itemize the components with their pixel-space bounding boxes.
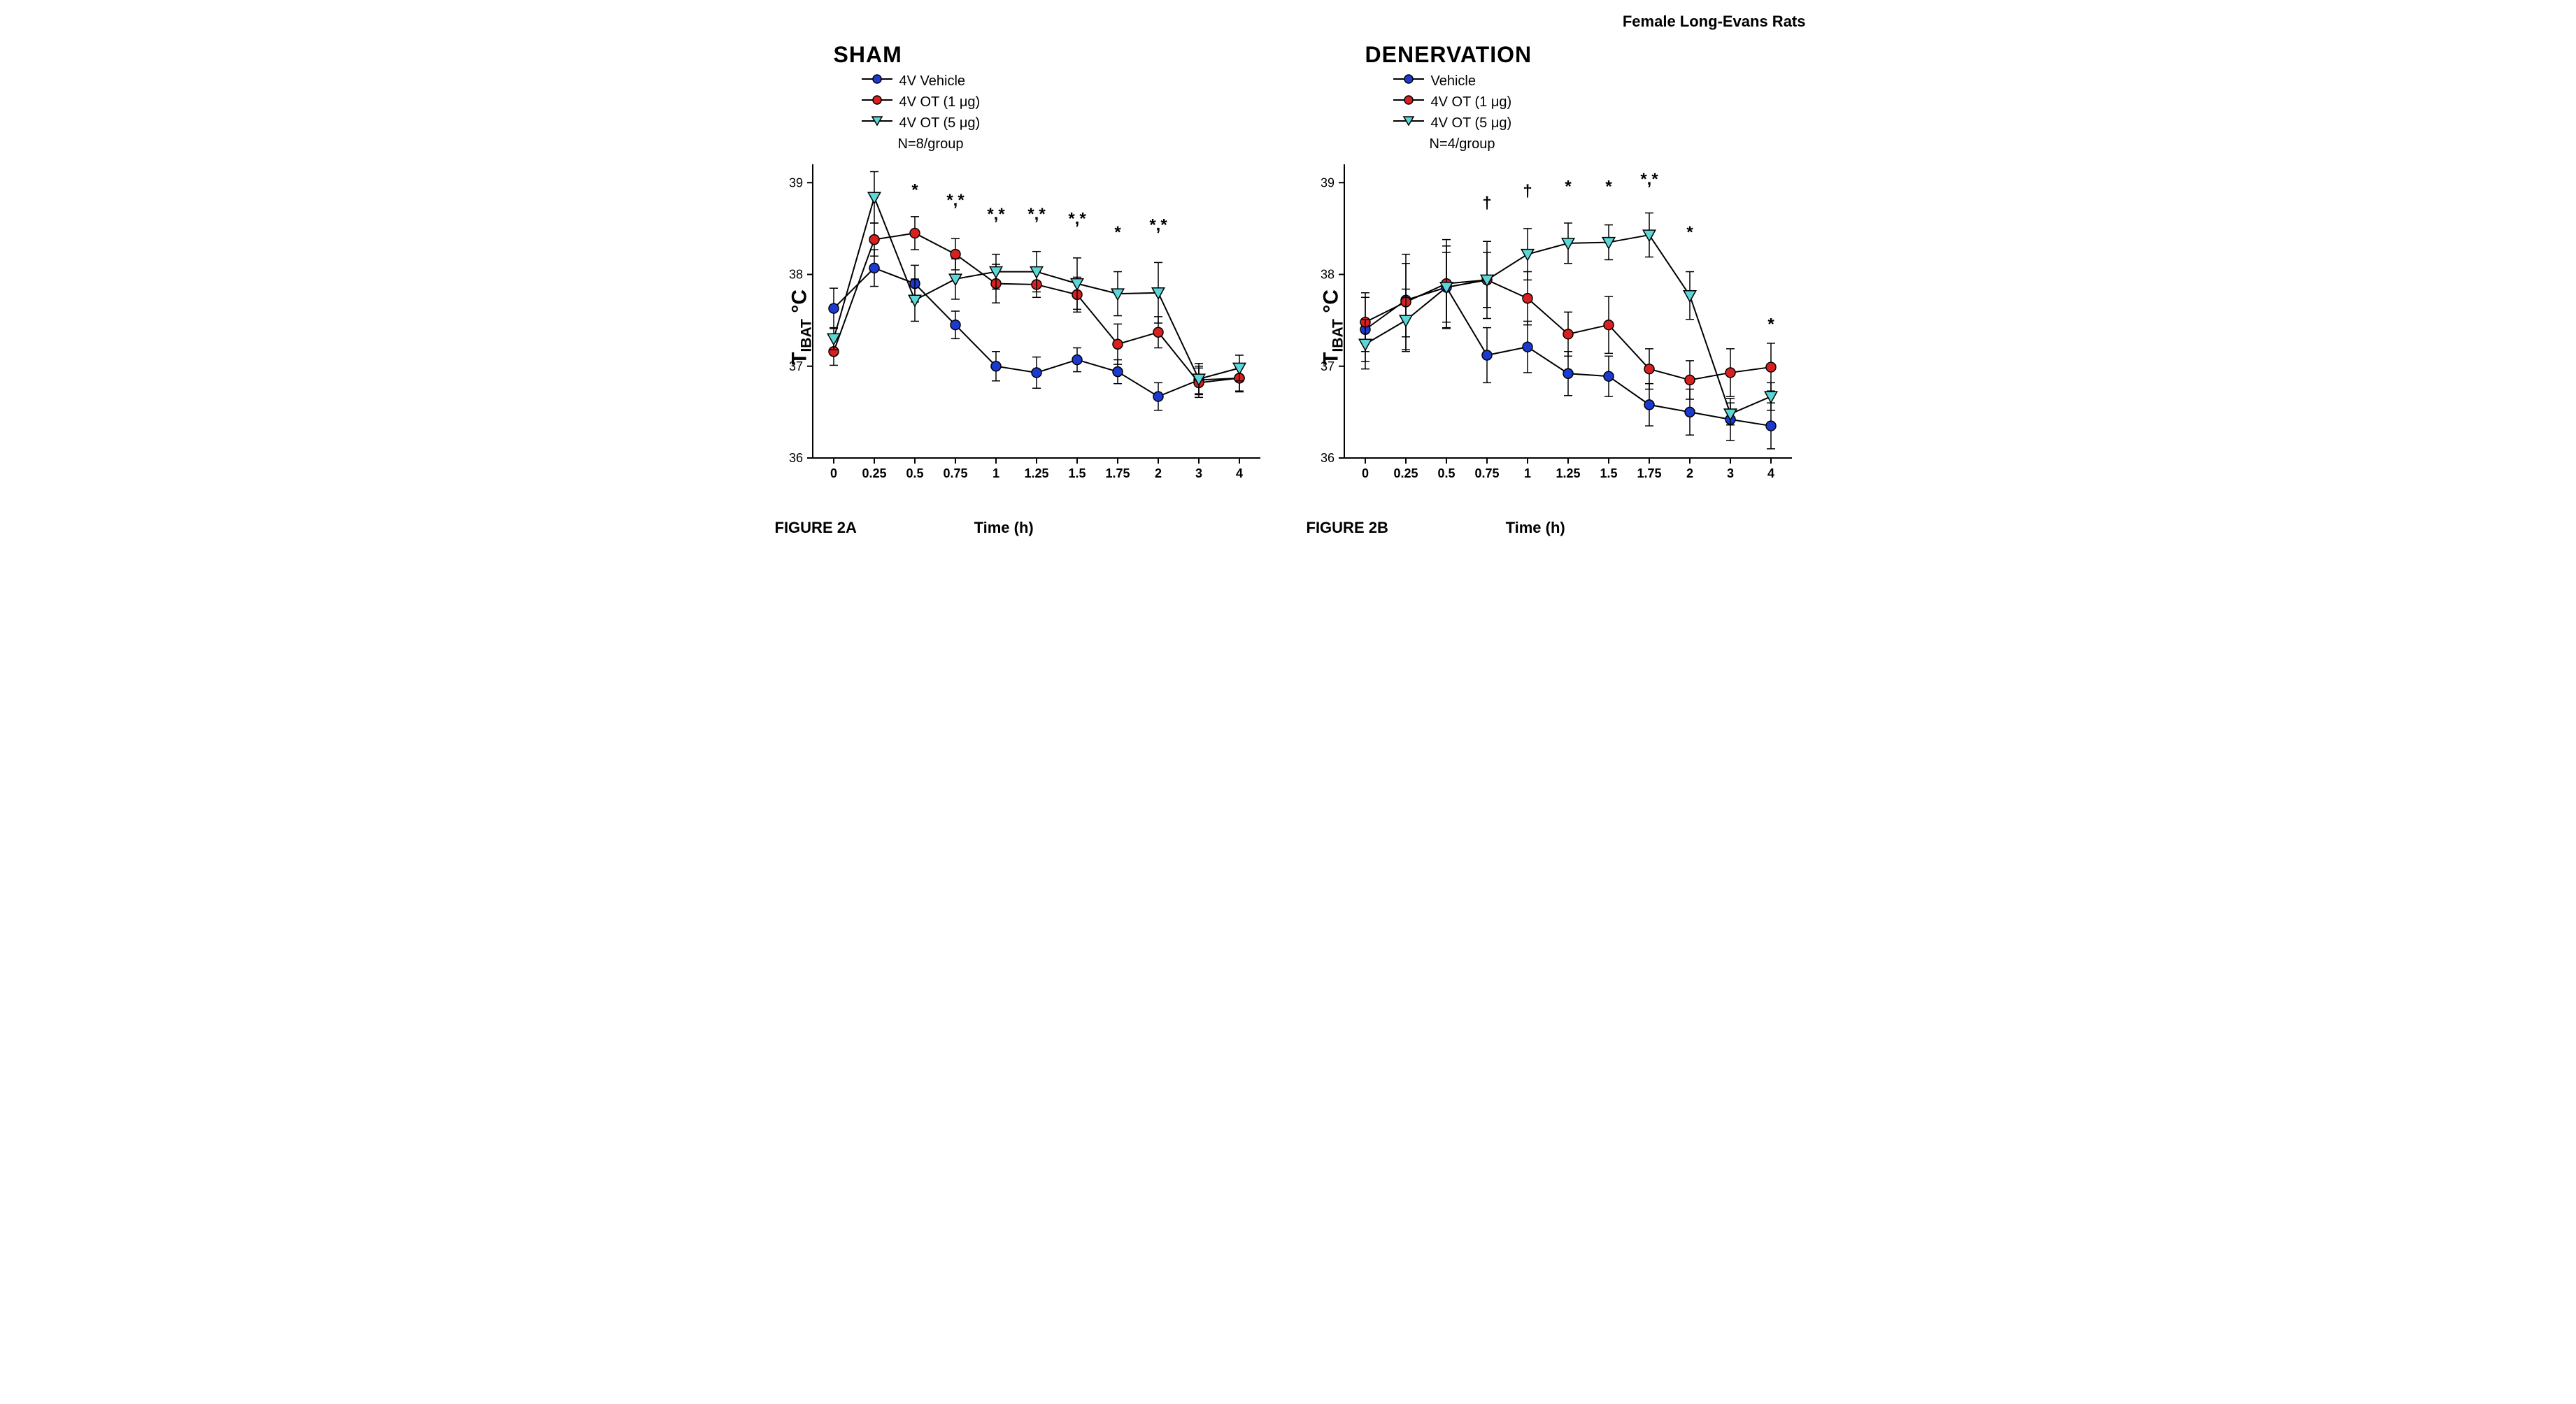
chart-svg: 3637383900.250.50.7511.251.51.75234**,**… bbox=[771, 157, 1274, 493]
x-tick-label: 3 bbox=[1195, 466, 1202, 480]
legend-row: 4V OT (5 μg) bbox=[862, 113, 1260, 134]
bottom-row: FIGURE 2B Time (h) bbox=[1302, 517, 1792, 537]
legend-label: 4V OT (5 μg) bbox=[1431, 113, 1512, 134]
significance-marker: * bbox=[1605, 177, 1612, 196]
x-tick-label: 0.5 bbox=[906, 466, 923, 480]
x-tick-label: 1.25 bbox=[1556, 466, 1580, 480]
significance-marker: *,* bbox=[1640, 170, 1658, 189]
legend-row: 4V Vehicle bbox=[862, 71, 1260, 92]
chart-wrap: TIBAT °C 3637383900.250.50.7511.251.51.7… bbox=[771, 157, 1260, 496]
chart-wrap: TIBAT °C 3637383900.250.50.7511.251.51.7… bbox=[1302, 157, 1792, 496]
legend-marker-icon bbox=[862, 113, 892, 134]
legend-marker-icon bbox=[862, 92, 892, 113]
page-root: Female Long-Evans Rats SHAM 4V Vehicle 4… bbox=[743, 0, 1834, 594]
legend-label: 4V OT (1 μg) bbox=[899, 92, 981, 113]
legend-label: 4V Vehicle bbox=[899, 71, 966, 92]
significance-marker: * bbox=[1686, 223, 1693, 242]
x-tick-label: 0.25 bbox=[1393, 466, 1418, 480]
significance-marker: † bbox=[1482, 194, 1491, 213]
y-tick-label: 36 bbox=[788, 451, 802, 465]
bottom-row: FIGURE 2A Time (h) bbox=[771, 517, 1260, 537]
panel-title: SHAM bbox=[834, 42, 1260, 68]
y-tick-label: 36 bbox=[1320, 451, 1334, 465]
x-tick-label: 4 bbox=[1235, 466, 1242, 480]
x-tick-label: 0.75 bbox=[1474, 466, 1499, 480]
y-axis-label: TIBAT °C bbox=[788, 289, 815, 365]
legend-row: 4V OT (1 μg) bbox=[862, 92, 1260, 113]
x-tick-label: 0 bbox=[830, 466, 837, 480]
x-tick-label: 0.5 bbox=[1437, 466, 1455, 480]
legend-label: 4V OT (1 μg) bbox=[1431, 92, 1512, 113]
y-tick-label: 39 bbox=[1320, 176, 1334, 189]
significance-marker: *,* bbox=[1027, 205, 1046, 224]
x-tick-label: 1 bbox=[1523, 466, 1530, 480]
y-tick-label: 38 bbox=[788, 268, 802, 282]
x-tick-label: 4 bbox=[1767, 466, 1774, 480]
legend-marker-icon bbox=[1393, 92, 1424, 113]
x-tick-label: 3 bbox=[1726, 466, 1733, 480]
x-tick-label: 1.75 bbox=[1105, 466, 1130, 480]
significance-marker: *,* bbox=[1068, 209, 1086, 228]
significance-marker: * bbox=[1114, 223, 1121, 242]
panel-sham: SHAM 4V Vehicle 4V OT (1 μg) 4V OT (5 μg… bbox=[771, 42, 1260, 537]
x-tick-label: 0 bbox=[1361, 466, 1368, 480]
significance-marker: * bbox=[1565, 177, 1572, 196]
legend-row: 4V OT (1 μg) bbox=[1393, 92, 1792, 113]
x-axis-label: Time (h) bbox=[1346, 519, 1725, 537]
significance-marker: *,* bbox=[946, 191, 965, 210]
x-tick-label: 2 bbox=[1154, 466, 1161, 480]
legend-n: N=4/group bbox=[1430, 134, 1792, 155]
x-axis-label: Time (h) bbox=[815, 519, 1193, 537]
legend: Vehicle 4V OT (1 μg) 4V OT (5 μg) N=4/gr… bbox=[1393, 71, 1792, 155]
x-tick-label: 1.75 bbox=[1637, 466, 1661, 480]
x-tick-label: 0.75 bbox=[943, 466, 967, 480]
x-tick-label: 1.25 bbox=[1024, 466, 1048, 480]
chart-svg: 3637383900.250.50.7511.251.51.75234††***… bbox=[1302, 157, 1806, 493]
x-tick-label: 1.5 bbox=[1068, 466, 1086, 480]
x-tick-label: 1.5 bbox=[1600, 466, 1617, 480]
legend-marker-icon bbox=[1393, 71, 1424, 92]
legend-marker-icon bbox=[862, 71, 892, 92]
panels-container: SHAM 4V Vehicle 4V OT (1 μg) 4V OT (5 μg… bbox=[771, 42, 1792, 537]
panel-denervation: DENERVATION Vehicle 4V OT (1 μg) 4V OT (… bbox=[1302, 42, 1792, 537]
legend-label: 4V OT (5 μg) bbox=[899, 113, 981, 134]
x-tick-label: 2 bbox=[1686, 466, 1693, 480]
significance-marker: * bbox=[911, 181, 918, 200]
significance-marker: *,* bbox=[987, 205, 1005, 224]
legend-row: Vehicle bbox=[1393, 71, 1792, 92]
legend: 4V Vehicle 4V OT (1 μg) 4V OT (5 μg) N=8… bbox=[862, 71, 1260, 155]
x-tick-label: 1 bbox=[992, 466, 999, 480]
x-tick-label: 0.25 bbox=[862, 466, 886, 480]
panel-title: DENERVATION bbox=[1365, 42, 1792, 68]
significance-marker: * bbox=[1767, 315, 1774, 334]
legend-label: Vehicle bbox=[1431, 71, 1476, 92]
significance-marker: † bbox=[1523, 182, 1532, 201]
strain-label: Female Long-Evans Rats bbox=[1623, 13, 1806, 31]
legend-n: N=8/group bbox=[898, 134, 1260, 155]
legend-row: 4V OT (5 μg) bbox=[1393, 113, 1792, 134]
significance-marker: *,* bbox=[1149, 216, 1167, 235]
y-tick-label: 39 bbox=[788, 176, 802, 189]
legend-marker-icon bbox=[1393, 113, 1424, 134]
y-tick-label: 38 bbox=[1320, 268, 1334, 282]
y-axis-label: TIBAT °C bbox=[1319, 289, 1346, 365]
